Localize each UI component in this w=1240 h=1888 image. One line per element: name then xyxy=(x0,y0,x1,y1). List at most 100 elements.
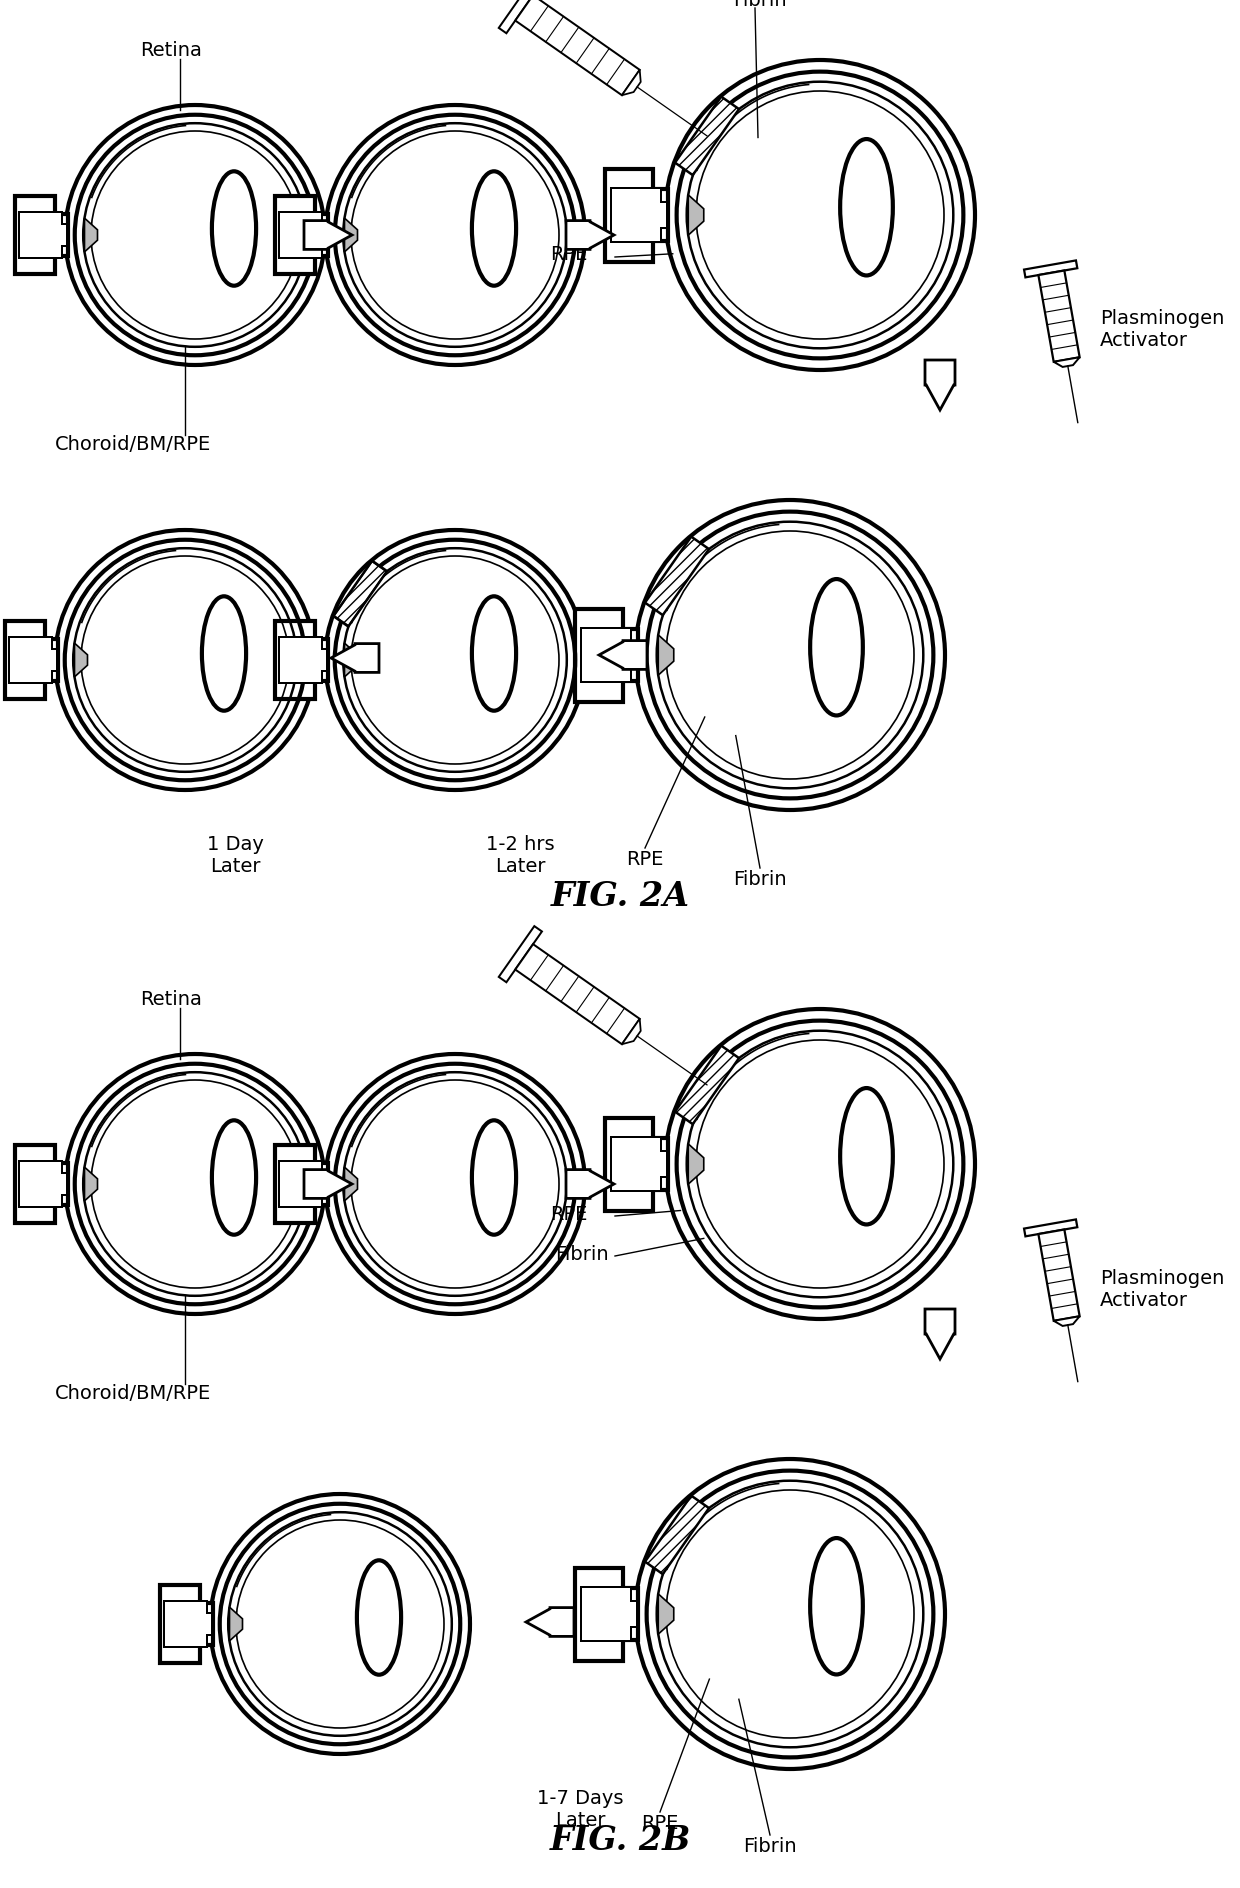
Text: 1-7 Days
Later: 1-7 Days Later xyxy=(537,1790,624,1829)
Polygon shape xyxy=(275,196,329,274)
Polygon shape xyxy=(658,1593,673,1635)
Ellipse shape xyxy=(841,140,893,276)
Polygon shape xyxy=(1054,357,1080,366)
Polygon shape xyxy=(622,1020,641,1044)
Polygon shape xyxy=(164,1601,212,1646)
Polygon shape xyxy=(645,1495,709,1575)
Polygon shape xyxy=(160,1586,213,1663)
Circle shape xyxy=(55,531,315,789)
Polygon shape xyxy=(5,621,58,699)
Circle shape xyxy=(665,1008,975,1320)
Polygon shape xyxy=(345,219,357,251)
Polygon shape xyxy=(345,1167,357,1201)
Polygon shape xyxy=(610,189,667,242)
Polygon shape xyxy=(275,621,329,699)
Text: 1-2 hrs
Later: 1-2 hrs Later xyxy=(486,834,554,876)
Text: RPE: RPE xyxy=(551,1205,588,1223)
Polygon shape xyxy=(658,634,673,676)
Text: Fibrin: Fibrin xyxy=(733,870,787,889)
Polygon shape xyxy=(675,96,739,176)
Polygon shape xyxy=(688,194,704,236)
Polygon shape xyxy=(229,1607,243,1641)
Polygon shape xyxy=(526,1607,574,1637)
Circle shape xyxy=(325,106,585,364)
Ellipse shape xyxy=(212,1120,257,1235)
Polygon shape xyxy=(925,1308,955,1359)
Text: FIG. 2B: FIG. 2B xyxy=(549,1824,691,1858)
Polygon shape xyxy=(1038,270,1080,362)
Polygon shape xyxy=(605,168,668,262)
Circle shape xyxy=(665,60,975,370)
Text: Plasminogen
Activator: Plasminogen Activator xyxy=(1100,1269,1224,1310)
Polygon shape xyxy=(925,361,955,410)
Polygon shape xyxy=(580,1588,637,1641)
Polygon shape xyxy=(498,0,542,34)
Polygon shape xyxy=(279,638,327,683)
Polygon shape xyxy=(304,221,352,249)
Text: Choroid/BM/RPE: Choroid/BM/RPE xyxy=(55,1384,211,1403)
Polygon shape xyxy=(84,1167,98,1201)
Polygon shape xyxy=(275,1144,329,1223)
Polygon shape xyxy=(9,638,57,683)
Polygon shape xyxy=(675,1046,739,1123)
Ellipse shape xyxy=(472,597,516,710)
Text: RPE: RPE xyxy=(626,850,663,868)
Polygon shape xyxy=(575,608,639,702)
Polygon shape xyxy=(599,640,647,670)
Polygon shape xyxy=(622,70,641,94)
Polygon shape xyxy=(516,0,640,94)
Polygon shape xyxy=(645,536,709,615)
Ellipse shape xyxy=(810,580,863,716)
Polygon shape xyxy=(1024,1220,1078,1237)
Circle shape xyxy=(64,106,325,364)
Polygon shape xyxy=(1054,1316,1080,1325)
Ellipse shape xyxy=(357,1559,401,1675)
Polygon shape xyxy=(84,219,98,251)
Text: Plasminogen
Activator: Plasminogen Activator xyxy=(1100,310,1224,351)
Polygon shape xyxy=(15,1144,68,1223)
Polygon shape xyxy=(345,644,357,678)
Text: Fibrin: Fibrin xyxy=(556,1244,609,1263)
Circle shape xyxy=(325,531,585,789)
Polygon shape xyxy=(279,1161,327,1206)
Polygon shape xyxy=(605,1118,668,1210)
Text: Fibrin: Fibrin xyxy=(733,0,787,9)
Polygon shape xyxy=(688,1144,704,1184)
Polygon shape xyxy=(15,196,68,274)
Ellipse shape xyxy=(472,1120,516,1235)
Circle shape xyxy=(64,1054,325,1314)
Text: Choroid/BM/RPE: Choroid/BM/RPE xyxy=(55,434,211,453)
Text: Retina: Retina xyxy=(140,42,202,60)
Polygon shape xyxy=(74,644,88,678)
Circle shape xyxy=(210,1493,470,1754)
Polygon shape xyxy=(565,1169,614,1199)
Polygon shape xyxy=(334,561,387,627)
Circle shape xyxy=(635,1459,945,1769)
Polygon shape xyxy=(331,644,379,672)
Polygon shape xyxy=(279,211,327,257)
Polygon shape xyxy=(1024,261,1078,278)
Polygon shape xyxy=(575,1567,639,1661)
Text: 1 Day
Later: 1 Day Later xyxy=(207,834,263,876)
Ellipse shape xyxy=(212,172,257,285)
Ellipse shape xyxy=(202,597,246,710)
Polygon shape xyxy=(498,927,542,982)
Polygon shape xyxy=(565,221,614,249)
Text: RPE: RPE xyxy=(551,245,588,264)
Text: Fibrin: Fibrin xyxy=(743,1837,797,1856)
Circle shape xyxy=(635,500,945,810)
Circle shape xyxy=(325,1054,585,1314)
Text: FIG. 2A: FIG. 2A xyxy=(551,880,689,914)
Ellipse shape xyxy=(472,172,516,285)
Polygon shape xyxy=(304,1169,352,1199)
Polygon shape xyxy=(516,944,640,1044)
Polygon shape xyxy=(580,629,637,682)
Text: Retina: Retina xyxy=(140,989,202,1008)
Polygon shape xyxy=(20,1161,67,1206)
Ellipse shape xyxy=(810,1539,863,1675)
Polygon shape xyxy=(1038,1229,1080,1322)
Ellipse shape xyxy=(841,1087,893,1225)
Polygon shape xyxy=(610,1137,667,1191)
Text: RPE: RPE xyxy=(641,1814,678,1833)
Polygon shape xyxy=(20,211,67,257)
